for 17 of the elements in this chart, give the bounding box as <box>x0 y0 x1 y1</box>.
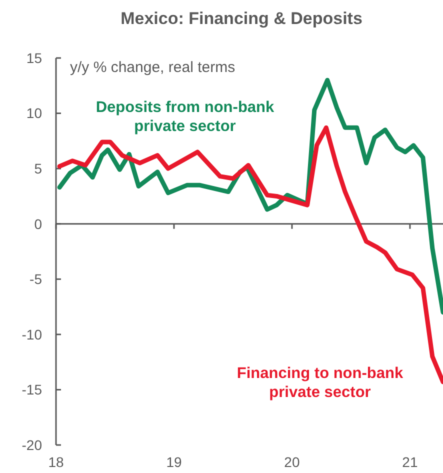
y-tick-label: 5 <box>34 160 42 176</box>
y-tick-label: -15 <box>22 382 42 398</box>
y-tick-label: 15 <box>26 50 42 66</box>
x-tick-label: 18 <box>48 454 64 470</box>
chart-title: Mexico: Financing & Deposits <box>120 9 362 28</box>
y-tick-label: 0 <box>34 216 42 232</box>
series-label: Financing to non-bank private sector <box>236 365 404 401</box>
x-tick-label: 21 <box>402 454 418 470</box>
x-tick-label: 19 <box>166 454 182 470</box>
y-tick-label: -5 <box>30 271 42 288</box>
series-label: Deposits from non-bank private sector <box>96 99 275 135</box>
y-tick-label: 10 <box>26 105 42 122</box>
y-tick-label: -10 <box>22 326 42 342</box>
y-tick-label: -20 <box>22 436 42 453</box>
line-series <box>57 78 443 315</box>
y-axis-title: y/y % change, real terms <box>70 59 236 76</box>
x-tick-label: 20 <box>284 454 300 470</box>
